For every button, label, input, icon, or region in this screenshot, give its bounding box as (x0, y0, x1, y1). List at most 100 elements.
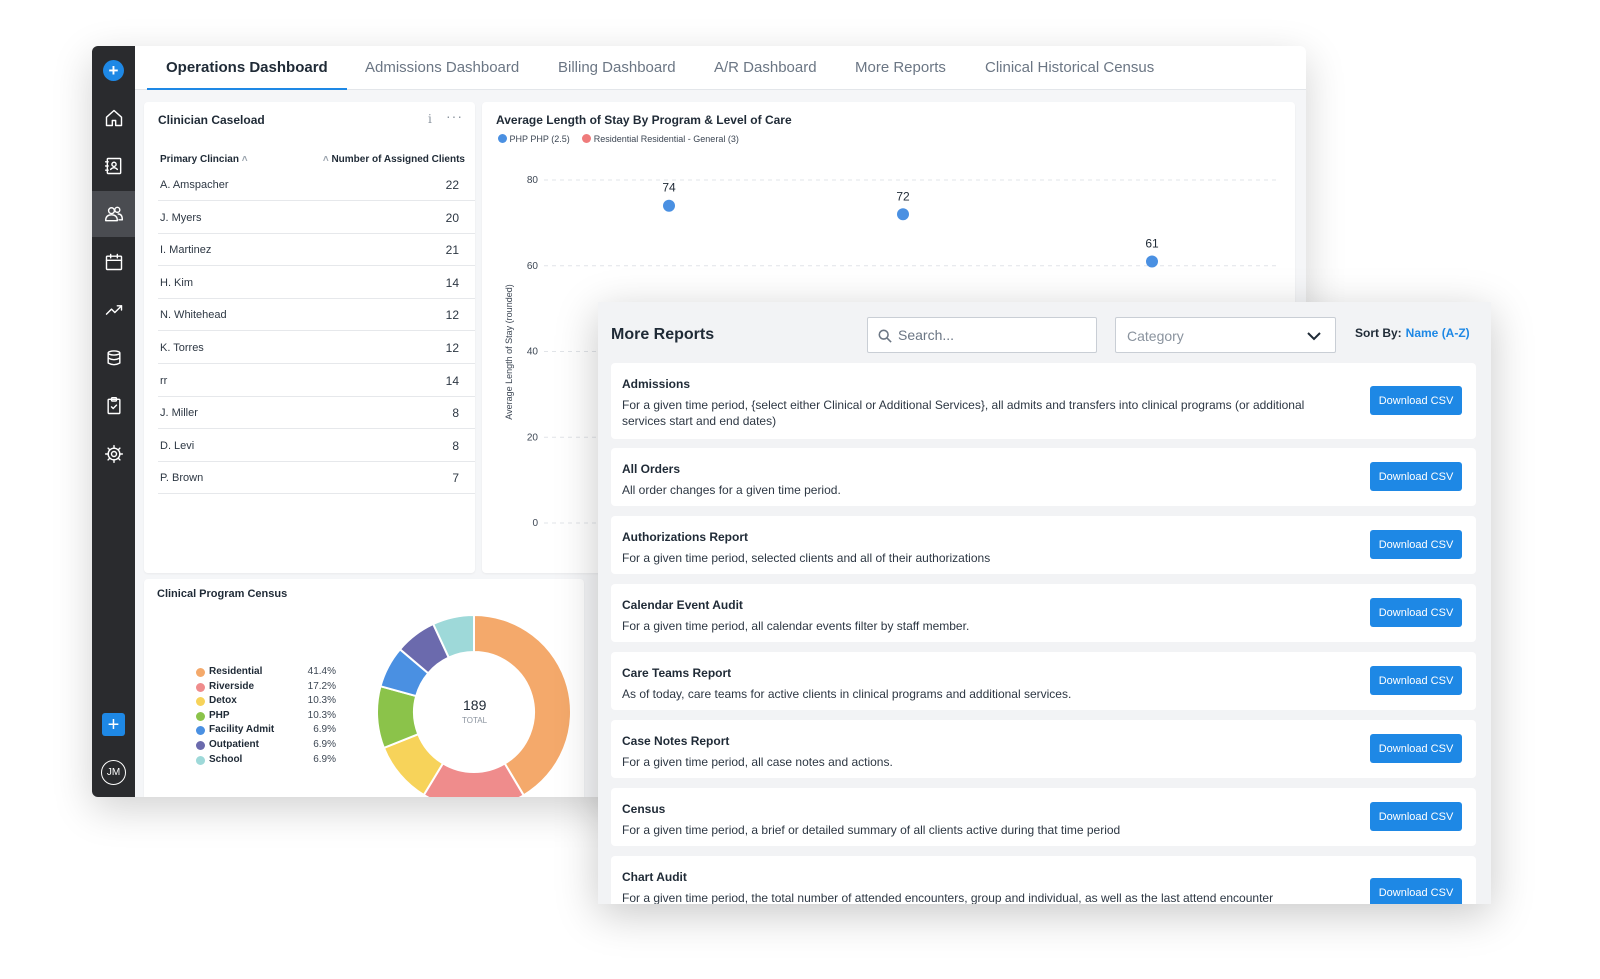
table-row[interactable]: P. Brown 7 (158, 462, 475, 495)
sidebar-trending-icon[interactable] (92, 287, 135, 333)
tab-admissions-dashboard[interactable]: Admissions Dashboard (365, 59, 520, 76)
donut-slice[interactable] (431, 613, 475, 659)
app-logo-icon[interactable]: + (103, 60, 124, 81)
report-item: Census For a given time period, a brief o… (611, 788, 1476, 846)
avatar[interactable]: JM (101, 760, 126, 785)
sidebar-contacts-book-icon[interactable] (92, 143, 135, 189)
legend-percent: 41.4% (307, 666, 336, 677)
clinician-name: J. Miller (160, 407, 198, 420)
tab-billing-dashboard[interactable]: Billing Dashboard (558, 59, 676, 76)
census-legend-item[interactable]: Outpatient 6.9% (196, 738, 336, 752)
search-icon (878, 329, 892, 343)
legend-label: School (209, 753, 243, 765)
legend-percent: 17.2% (307, 680, 336, 692)
census-total-value: 189 (463, 697, 487, 713)
report-description: For a given time period, selected client… (622, 551, 991, 565)
report-item: Calendar Event Audit For a given time per… (611, 584, 1476, 642)
sidebar-stack-icon[interactable] (92, 335, 135, 381)
download-csv-button[interactable]: Download CSV (1370, 462, 1462, 491)
donut-slice[interactable] (473, 613, 572, 797)
assigned-clients-count: 12 (445, 308, 459, 323)
legend-item-residential[interactable]: Residential Residential - General (3) (582, 134, 739, 144)
clinician-name: J. Myers (160, 211, 202, 224)
data-label: 74 (662, 181, 676, 195)
legend-percent: 10.3% (307, 709, 336, 721)
census-legend-item[interactable]: School 6.9% (196, 753, 336, 767)
assigned-clients-count: 8 (452, 406, 459, 421)
sort-value-link[interactable]: Name (A-Z) (1405, 326, 1470, 340)
table-row[interactable]: rr 14 (158, 365, 475, 397)
report-item: All Orders All order changes for a given … (611, 448, 1476, 506)
report-item: Admissions For a given time period, {sele… (611, 363, 1476, 439)
table-row[interactable]: K. Torres 12 (158, 332, 475, 364)
report-title: Chart Audit (622, 870, 687, 884)
download-csv-button[interactable]: Download CSV (1370, 734, 1462, 763)
census-legend-item[interactable]: PHP 10.3% (196, 709, 336, 723)
info-icon[interactable]: i (428, 112, 432, 126)
download-csv-button[interactable]: Download CSV (1370, 666, 1462, 695)
report-title: Care Teams Report (622, 666, 732, 680)
legend-dot (196, 682, 205, 692)
download-csv-button[interactable]: Download CSV (1370, 598, 1462, 627)
tab-operations-dashboard[interactable]: Operations Dashboard (147, 46, 347, 90)
data-point[interactable] (663, 199, 675, 212)
census-legend-item[interactable]: Detox 10.3% (196, 694, 336, 708)
legend-percent: 6.9% (313, 739, 336, 750)
sidebar-home-icon[interactable] (92, 95, 135, 141)
download-csv-button[interactable]: Download CSV (1370, 802, 1462, 831)
download-csv-button[interactable]: Download CSV (1370, 878, 1462, 904)
data-point[interactable] (897, 208, 909, 221)
sort-label: Sort By: (1355, 326, 1402, 340)
column-assigned-clients[interactable]: ˄ Number of Assigned Clients (322, 154, 465, 165)
table-row[interactable]: I. Martinez 21 (158, 234, 475, 267)
dashboard-tabs: Operations Dashboard Admissions Dashboar… (135, 46, 1306, 90)
download-csv-button[interactable]: Download CSV (1370, 386, 1462, 415)
more-options-icon[interactable]: ··· (446, 108, 463, 124)
clinician-name: rr (160, 374, 168, 387)
tab-ar-dashboard[interactable]: A/R Dashboard (714, 59, 817, 76)
report-description: For a given time period, all calendar ev… (622, 619, 970, 633)
tab-clinical-historical-census[interactable]: Clinical Historical Census (985, 59, 1155, 76)
y-tick-label: 20 (527, 432, 539, 443)
assigned-clients-count: 14 (445, 373, 459, 388)
chevron-down-icon (1307, 332, 1321, 341)
data-point[interactable] (1146, 255, 1158, 268)
chart-legend: PHP PHP (2.5) Residential Residential - … (498, 134, 739, 144)
clinician-name: D. Levi (160, 439, 195, 452)
column-primary-clinician[interactable]: Primary Clincian ˄ (160, 154, 248, 165)
y-tick-label: 0 (532, 518, 538, 529)
sidebar: + + JM (92, 46, 135, 797)
report-description: For a given time period, {select either … (622, 398, 1305, 428)
chart-title: Average Length of Stay By Program & Leve… (496, 113, 792, 127)
clinician-name: K. Torres (160, 342, 204, 354)
census-legend-item[interactable]: Riverside 17.2% (196, 680, 336, 694)
y-tick-label: 40 (527, 347, 539, 358)
search-input[interactable] (898, 324, 1088, 346)
legend-percent: 6.9% (313, 753, 336, 765)
table-row[interactable]: H. Kim 14 (158, 267, 475, 299)
census-legend-item[interactable]: Residential 41.4% (196, 665, 336, 679)
download-csv-button[interactable]: Download CSV (1370, 530, 1462, 559)
clinician-name: H. Kim (160, 276, 193, 289)
legend-percent: 10.3% (307, 695, 336, 707)
sidebar-users-icon[interactable] (92, 191, 135, 237)
table-row[interactable]: A. Amspacher 22 (158, 169, 475, 201)
census-legend-item[interactable]: Facility Admit 6.9% (196, 723, 336, 737)
table-row[interactable]: J. Myers 20 (158, 202, 475, 234)
clinical-program-census-card: Clinical Program Census Residential 41.4%… (144, 579, 584, 797)
legend-item-php[interactable]: PHP PHP (2.5) (498, 134, 570, 144)
table-row[interactable]: D. Levi 8 (158, 430, 475, 462)
assigned-clients-count: 7 (452, 471, 459, 486)
sidebar-calendar-icon[interactable] (92, 239, 135, 285)
category-select[interactable]: Category (1115, 317, 1336, 353)
census-title: Clinical Program Census (157, 588, 288, 600)
report-title: All Orders (622, 462, 681, 476)
report-description: All order changes for a given time perio… (622, 483, 841, 497)
assigned-clients-count: 21 (445, 243, 459, 258)
sidebar-clipboard-check-icon[interactable] (92, 383, 135, 429)
add-button[interactable]: + (102, 713, 125, 736)
tab-more-reports[interactable]: More Reports (855, 59, 946, 76)
table-row[interactable]: J. Miller 8 (158, 397, 475, 430)
sidebar-gear-icon[interactable] (92, 431, 135, 477)
table-row[interactable]: N. Whitehead 12 (158, 299, 475, 332)
